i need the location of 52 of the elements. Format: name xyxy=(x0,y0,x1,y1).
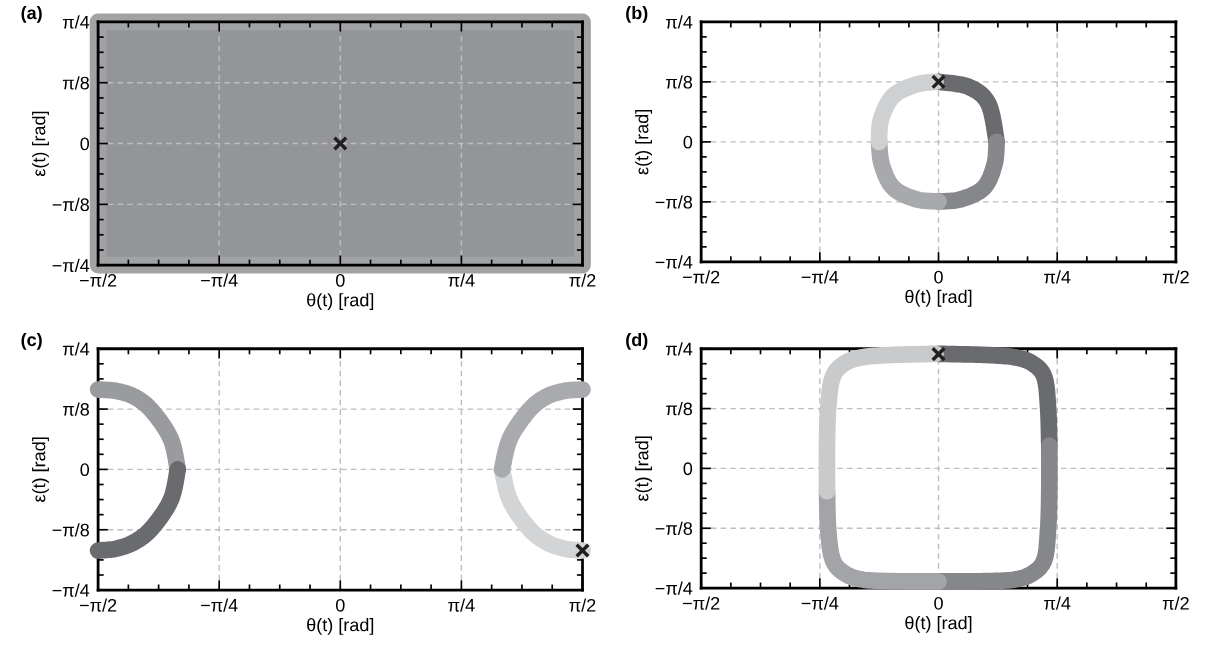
chart-title: (c) xyxy=(21,332,42,350)
x-tick-label: π/4 xyxy=(1044,596,1071,610)
x-tick-label: −π/2 xyxy=(79,598,117,612)
x-axis-title: θ(t) [rad] xyxy=(307,618,374,635)
chart-title: (b) xyxy=(626,6,648,23)
x-tick-label: π/2 xyxy=(1162,596,1189,610)
x-tick-label: −π/4 xyxy=(801,596,839,610)
y-tick-label: π/8 xyxy=(666,75,693,89)
x-tick-label: −π/2 xyxy=(79,273,117,287)
y-tick-label: 0 xyxy=(683,462,693,476)
y-axis-title: ε(t) [rad] xyxy=(635,436,652,501)
y-tick-label: π/8 xyxy=(62,76,89,90)
y-tick-label: π/4 xyxy=(62,15,90,29)
y-tick-label: π/4 xyxy=(666,15,693,29)
y-tick-label: −π/4 xyxy=(655,581,693,595)
x-tick-label: 0 xyxy=(934,270,943,284)
y-tick-label: π/8 xyxy=(666,402,693,416)
y-tick-label: −π/8 xyxy=(655,195,693,209)
x-tick-label: 0 xyxy=(335,598,345,612)
x-tick-label: π/4 xyxy=(448,598,475,612)
y-tick-label: 0 xyxy=(80,137,90,151)
y-axis-title: ε(t) [rad] xyxy=(32,111,49,177)
x-tick-label: −π/2 xyxy=(683,596,720,610)
x-axis-title: θ(t) [rad] xyxy=(905,616,972,633)
chart-title: (a) xyxy=(21,6,42,23)
x-axis-title: θ(t) [rad] xyxy=(905,289,972,307)
y-tick-label: π/4 xyxy=(666,342,693,356)
y-tick-label: −π/8 xyxy=(52,197,89,212)
y-axis-title: ε(t) [rad] xyxy=(635,110,652,175)
x-tick-label: 0 xyxy=(335,274,345,287)
y-axis-title: ε(t) [rad] xyxy=(32,437,49,502)
x-axis-title: θ(t) [rad] xyxy=(307,293,374,310)
x-tick-label: π/2 xyxy=(569,273,596,287)
y-tick-label: −π/4 xyxy=(52,258,90,272)
y-tick-label: 0 xyxy=(683,135,693,149)
y-tick-label: π/8 xyxy=(62,402,89,416)
y-tick-label: 0 xyxy=(80,463,90,477)
x-tick-label: −π/4 xyxy=(201,598,238,612)
x-tick-label: −π/4 xyxy=(801,270,839,284)
y-tick-label: −π/8 xyxy=(655,521,693,535)
x-tick-label: 0 xyxy=(934,596,943,610)
x-tick-label: π/4 xyxy=(1044,270,1071,284)
x-tick-label: π/4 xyxy=(448,273,475,287)
y-tick-label: −π/4 xyxy=(52,583,90,597)
x-tick-label: π/2 xyxy=(569,598,596,612)
y-tick-label: −π/8 xyxy=(52,523,89,537)
chart-title: (d) xyxy=(626,332,648,350)
y-tick-label: π/4 xyxy=(62,342,90,356)
x-tick-label: −π/4 xyxy=(201,273,238,287)
x-tick-label: −π/2 xyxy=(683,270,720,284)
x-tick-label: π/2 xyxy=(1162,270,1189,284)
y-tick-label: −π/4 xyxy=(655,255,693,269)
